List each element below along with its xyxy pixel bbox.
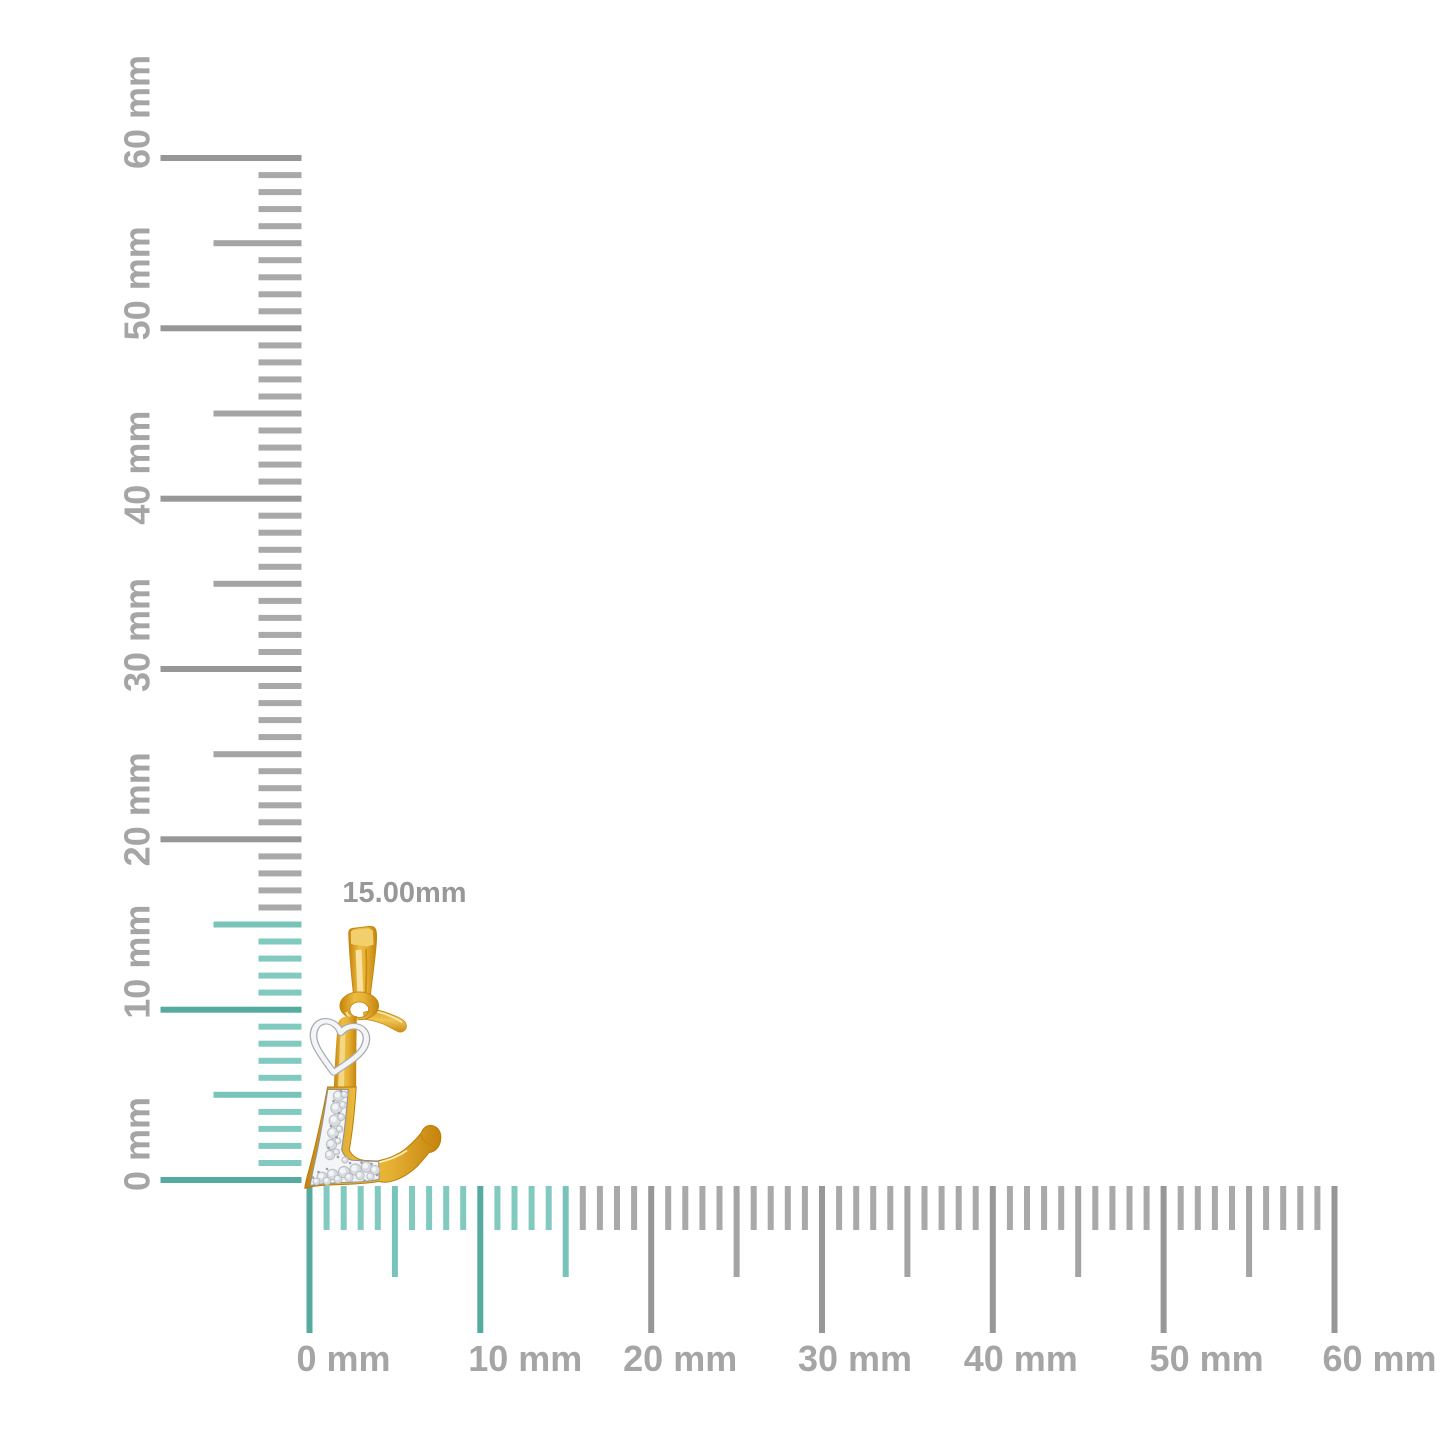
svg-text:20 mm: 20 mm: [117, 752, 158, 866]
svg-text:10 mm: 10 mm: [117, 905, 158, 1019]
svg-text:60 mm: 60 mm: [1322, 1338, 1436, 1379]
svg-text:30 mm: 30 mm: [798, 1338, 912, 1379]
svg-text:0 mm: 0 mm: [296, 1338, 390, 1379]
svg-text:20 mm: 20 mm: [623, 1338, 737, 1379]
svg-text:15.00mm: 15.00mm: [342, 877, 466, 909]
svg-text:50 mm: 50 mm: [117, 226, 158, 340]
svg-text:60 mm: 60 mm: [117, 55, 158, 169]
svg-text:10 mm: 10 mm: [468, 1338, 582, 1379]
svg-text:0 mm: 0 mm: [117, 1097, 158, 1191]
svg-text:30 mm: 30 mm: [117, 578, 158, 692]
svg-text:50 mm: 50 mm: [1150, 1338, 1264, 1379]
svg-text:40 mm: 40 mm: [117, 411, 158, 525]
svg-text:40 mm: 40 mm: [964, 1338, 1078, 1379]
